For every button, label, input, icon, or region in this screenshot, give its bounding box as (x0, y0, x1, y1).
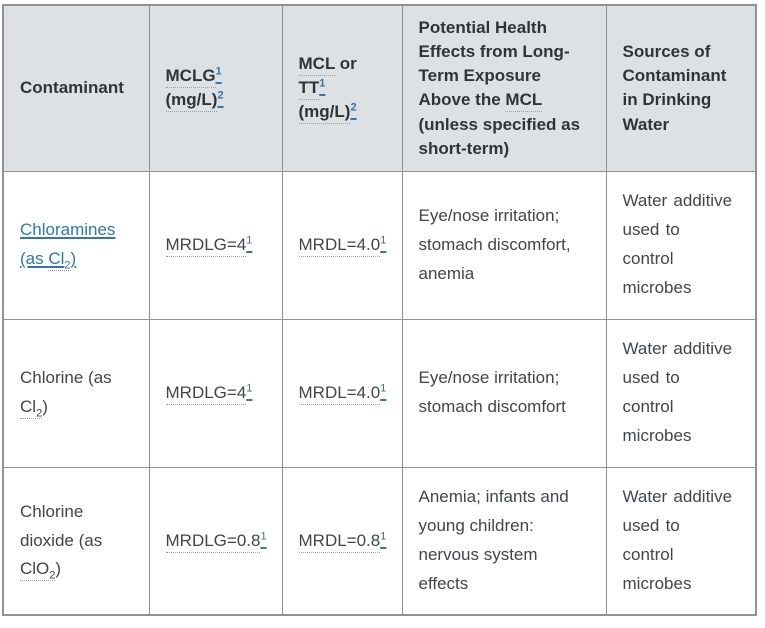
abbr-mrdl-value: MRDL=0.8 (298, 530, 381, 553)
cell-sources: Water additive used to control microbes (605, 318, 757, 468)
health-effects-text: Eye/nose irritation; stomach discomfort,… (418, 205, 571, 283)
footnote-1-link[interactable]: 1 (246, 235, 252, 254)
col-header-contaminant: Contaminant (2, 4, 150, 172)
cell-health-effects: Eye/nose irritation; stomach discomfort,… (401, 170, 607, 320)
cell-mcl: MRDL=4.01 (281, 318, 403, 468)
abbr-formula: Cl2 (20, 397, 43, 420)
footnote-ref: 1 (380, 382, 387, 395)
contaminant-name-close: ) (55, 559, 62, 579)
health-effects-text: Anemia; infants and young children: nerv… (418, 487, 569, 593)
cell-mclg: MRDLG=41 (148, 318, 283, 468)
footnote-ref: 1 (380, 529, 387, 542)
footnote-ref: 1 (380, 234, 387, 247)
header-row: Contaminant MCLG1 (mg/L)2 MCL or TT1 (mg… (2, 4, 757, 172)
header-line: MCLG1 (165, 64, 266, 89)
cell-contaminant: Chloramines (as Cl2) (2, 170, 150, 320)
abbr-tt: TT (298, 78, 320, 101)
table-body: Chloramines (as Cl2) MRDLG=41 MRDL=4.01 … (2, 170, 757, 616)
col-header-sources: Sources of Contaminant in Drinking Water (605, 4, 757, 172)
footnote-ref: 1 (260, 529, 267, 542)
header-text: Potential Health Effects from Long-Term … (418, 18, 570, 110)
abbr-formula: ClO2 (20, 559, 56, 582)
cell-contaminant: Chlorine (as Cl2) (2, 318, 150, 468)
table-header: Contaminant MCLG1 (mg/L)2 MCL or TT1 (mg… (2, 4, 757, 172)
abbr-mclg: MCLG (165, 66, 216, 89)
contaminants-table: Contaminant MCLG1 (mg/L)2 MCL or TT1 (mg… (2, 4, 757, 617)
footnote-ref: 1 (246, 234, 253, 247)
footnote-2-link[interactable]: 2 (350, 102, 356, 121)
footnote-1-link[interactable]: 1 (380, 529, 387, 550)
footnote-1-link[interactable]: 1 (216, 66, 222, 85)
formula-subscript: 2 (49, 569, 56, 582)
footnote-1-link[interactable]: 1 (380, 383, 386, 402)
abbr-formula: Cl2 (48, 249, 71, 272)
sources-text: Water additive used to control microbes (622, 487, 733, 593)
table-row-chloramines: Chloramines (as Cl2) MRDLG=41 MRDL=4.01 … (2, 170, 757, 320)
table-row-chlorine: Chlorine (as Cl2) MRDLG=41 MRDL=4.01 Eye… (2, 318, 757, 468)
col-header-health-effects: Potential Health Effects from Long-Term … (401, 4, 607, 172)
abbr-mg-per-l: (mg/L) (165, 90, 218, 113)
col-header-mclg: MCLG1 (mg/L)2 (148, 4, 283, 172)
col-header-mcl-or-tt: MCL or TT1 (mg/L)2 (281, 4, 403, 172)
sources-text: Water additive used to control microbes (622, 339, 733, 446)
abbr-mrdlg-value: MRDLG=0.8 (165, 530, 261, 553)
header-line: (mg/L)2 (298, 100, 386, 125)
formula-text: Cl (20, 397, 37, 417)
table-row-chlorine-dioxide: Chlorine dioxide (as ClO2) MRDLG=0.81 MR… (2, 466, 757, 616)
footnote-2-link[interactable]: 2 (217, 90, 223, 109)
footnote-1-link[interactable]: 1 (260, 529, 267, 550)
footnote-ref: 1 (246, 382, 253, 395)
contaminant-name: Chlorine dioxide (as (20, 501, 103, 550)
footnote-ref: 2 (217, 89, 224, 102)
footnote-1-link[interactable]: 1 (380, 235, 386, 254)
formula-subscript: 2 (64, 259, 71, 272)
abbr-mrdlg-value: MRDLG=4 (165, 382, 247, 405)
cell-health-effects: Eye/nose irritation; stomach discomfort (401, 318, 607, 468)
formula-subscript: 2 (36, 407, 43, 420)
formula-text: ClO (20, 559, 50, 579)
cell-mclg: MRDLG=41 (148, 170, 283, 320)
contaminant-name: Chloramines (as (20, 220, 116, 269)
col-header-sources-label: Sources of Contaminant in Drinking Water (622, 42, 727, 134)
header-text: (unless specified as short-term) (418, 114, 581, 158)
col-header-contaminant-label: Contaminant (20, 78, 124, 98)
cell-mcl: MRDL=0.81 (281, 466, 403, 616)
header-line: TT1 (298, 76, 386, 101)
sources-text: Water additive used to control microbes (622, 191, 733, 298)
cell-contaminant: Chlorine dioxide (as ClO2) (2, 466, 150, 616)
header-line: (mg/L)2 (165, 88, 266, 113)
cell-health-effects: Anemia; infants and young children: nerv… (401, 466, 607, 616)
footnote-1-link[interactable]: 1 (319, 78, 325, 97)
abbr-mrdl-value: MRDL=4.0 (298, 234, 381, 257)
health-effects-text: Eye/nose irritation; stomach discomfort (418, 368, 566, 417)
abbr-mcl: MCL (505, 90, 542, 113)
contaminant-name-close: ) (70, 249, 77, 269)
formula-text: Cl (48, 249, 65, 269)
footnote-ref: 1 (215, 65, 222, 78)
cell-sources: Water additive used to control microbes (605, 170, 757, 320)
abbr-mg-per-l: (mg/L) (298, 102, 351, 125)
abbr-mrdlg-value: MRDLG=4 (165, 234, 247, 257)
header-line: MCL or (298, 52, 386, 77)
cell-sources: Water additive used to control microbes (605, 466, 757, 616)
header-text: or (335, 54, 357, 74)
footnote-ref: 1 (319, 77, 326, 90)
cell-mclg: MRDLG=0.81 (148, 466, 283, 616)
contaminant-name-close: ) (42, 397, 48, 417)
contaminant-name: Chlorine (as (20, 368, 112, 388)
chloramines-link[interactable]: Chloramines (as Cl2) (20, 220, 116, 272)
footnote-1-link[interactable]: 1 (246, 383, 252, 402)
abbr-mrdl-value: MRDL=4.0 (298, 382, 381, 405)
footnote-ref: 2 (350, 101, 357, 114)
cell-mcl: MRDL=4.01 (281, 170, 403, 320)
abbr-mcl: MCL (298, 54, 336, 77)
